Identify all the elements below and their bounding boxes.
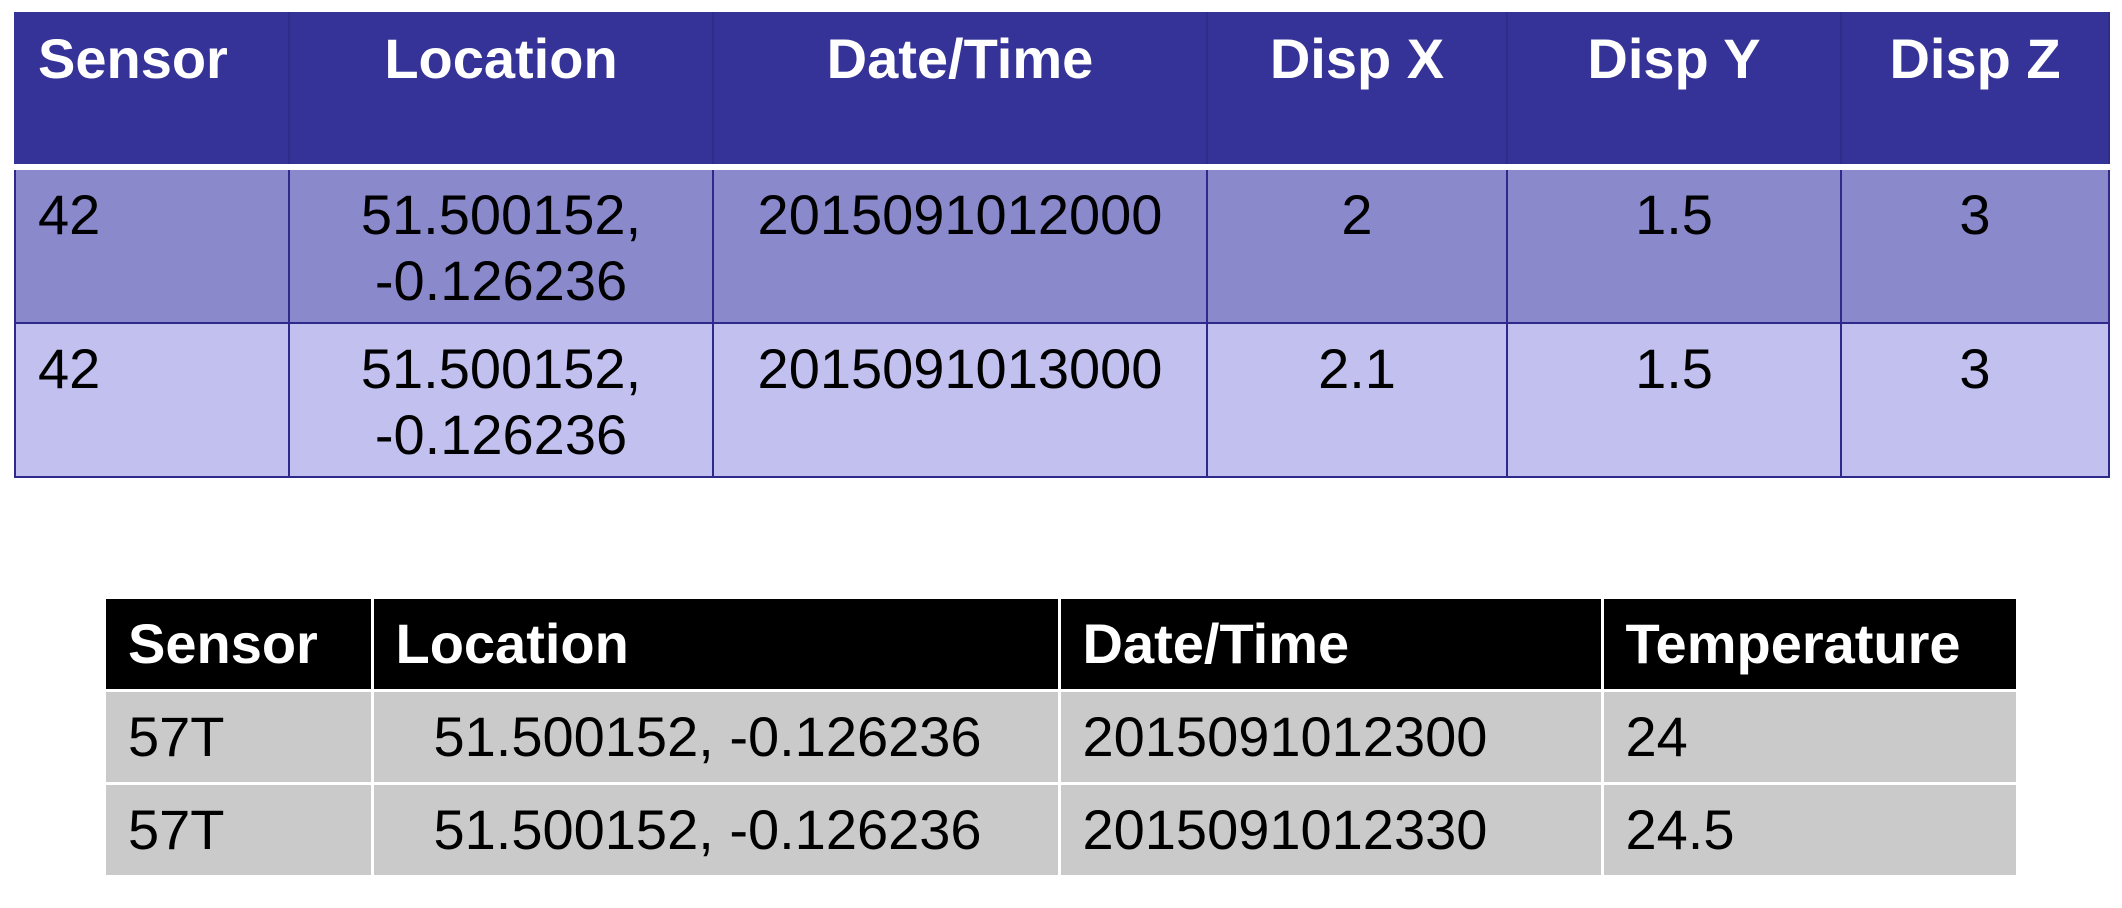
column-header-location: Location — [288, 12, 714, 168]
displacement-table-header-row: Sensor Location Date/Time Disp X Disp Y … — [14, 12, 2110, 168]
cell-sensor: 42 — [14, 166, 290, 324]
location-longitude: -0.126236 — [374, 403, 628, 466]
column-header-datetime: Date/Time — [1057, 599, 1604, 691]
table-row: 42 51.500152, -0.126236 2015091013000 2.… — [14, 322, 2110, 478]
cell-disp-y: 1.5 — [1506, 166, 1842, 324]
column-header-sensor: Sensor — [14, 12, 290, 168]
column-header-sensor: Sensor — [106, 599, 374, 691]
cell-disp-x: 2.1 — [1206, 322, 1508, 478]
column-header-disp-y: Disp Y — [1506, 12, 1842, 168]
cell-datetime: 2015091012300 — [1057, 689, 1604, 784]
cell-disp-y: 1.5 — [1506, 322, 1842, 478]
cell-datetime: 2015091012000 — [712, 166, 1208, 324]
column-header-disp-x: Disp X — [1206, 12, 1508, 168]
cell-temperature: 24.5 — [1600, 782, 2016, 875]
column-header-temperature: Temperature — [1600, 599, 2016, 691]
cell-location: 51.500152, -0.126236 — [288, 322, 714, 478]
location-longitude: -0.126236 — [374, 249, 628, 312]
cell-datetime: 2015091012330 — [1057, 782, 1604, 875]
temperature-table-header-row: Sensor Location Date/Time Temperature — [106, 599, 2016, 691]
cell-location: 51.500152, -0.126236 — [288, 166, 714, 324]
cell-disp-x: 2 — [1206, 166, 1508, 324]
cell-sensor: 42 — [14, 322, 290, 478]
column-header-disp-z: Disp Z — [1840, 12, 2110, 168]
table-row: 57T 51.500152, -0.126236 2015091012300 2… — [106, 689, 2016, 784]
location-latitude: 51.500152, — [360, 337, 642, 400]
table-row: 57T 51.500152, -0.126236 2015091012330 2… — [106, 782, 2016, 875]
cell-location: 51.500152, -0.126236 — [370, 689, 1061, 784]
cell-sensor: 57T — [106, 782, 374, 875]
column-header-location: Location — [370, 599, 1061, 691]
location-latitude: 51.500152, — [360, 183, 642, 246]
cell-disp-z: 3 — [1840, 166, 2110, 324]
displacement-table: Sensor Location Date/Time Disp X Disp Y … — [14, 12, 2110, 478]
cell-location: 51.500152, -0.126236 — [370, 782, 1061, 875]
table-row: 42 51.500152, -0.126236 2015091012000 2 … — [14, 166, 2110, 324]
cell-sensor: 57T — [106, 689, 374, 784]
cell-datetime: 2015091013000 — [712, 322, 1208, 478]
temperature-table: Sensor Location Date/Time Temperature 57… — [106, 599, 2016, 875]
column-header-datetime: Date/Time — [712, 12, 1208, 168]
cell-disp-z: 3 — [1840, 322, 2110, 478]
cell-temperature: 24 — [1600, 689, 2016, 784]
